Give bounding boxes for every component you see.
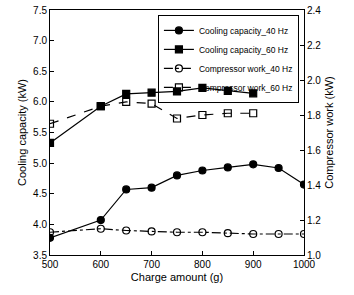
svg-text:500: 500: [42, 259, 59, 270]
svg-text:7.5: 7.5: [33, 5, 47, 16]
svg-text:Charge amount (g): Charge amount (g): [131, 271, 223, 283]
svg-text:1.2: 1.2: [307, 215, 321, 226]
svg-text:4.5: 4.5: [33, 188, 47, 199]
svg-text:Cooling capacity_40 Hz: Cooling capacity_40 Hz: [199, 26, 288, 36]
svg-text:Cooling capacity_60 Hz: Cooling capacity_60 Hz: [199, 45, 288, 55]
svg-text:1000: 1000: [293, 259, 316, 270]
svg-text:4.0: 4.0: [33, 219, 47, 230]
svg-text:Cooling capacity (kW): Cooling capacity (kW): [16, 79, 28, 186]
svg-text:1.4: 1.4: [307, 180, 321, 191]
svg-text:800: 800: [194, 259, 211, 270]
svg-text:2.2: 2.2: [307, 40, 321, 51]
svg-text:700: 700: [143, 259, 160, 270]
svg-text:2.4: 2.4: [307, 5, 321, 16]
svg-text:7.0: 7.0: [33, 35, 47, 46]
svg-text:Compressor work (kW): Compressor work (kW): [323, 76, 335, 188]
svg-text:2.0: 2.0: [307, 75, 321, 86]
svg-text:5.0: 5.0: [33, 158, 47, 169]
svg-text:3.5: 3.5: [33, 250, 47, 261]
svg-text:600: 600: [92, 259, 109, 270]
svg-text:6.0: 6.0: [33, 96, 47, 107]
svg-text:1.6: 1.6: [307, 145, 321, 156]
svg-text:5.5: 5.5: [33, 127, 47, 138]
svg-text:1.8: 1.8: [307, 110, 321, 121]
svg-text:Compressor work_40 Hz: Compressor work_40 Hz: [199, 64, 293, 74]
svg-text:1.0: 1.0: [307, 250, 321, 261]
svg-text:Compressor work_60 Hz: Compressor work_60 Hz: [199, 83, 293, 93]
svg-text:900: 900: [245, 259, 262, 270]
svg-text:6.5: 6.5: [33, 66, 47, 77]
